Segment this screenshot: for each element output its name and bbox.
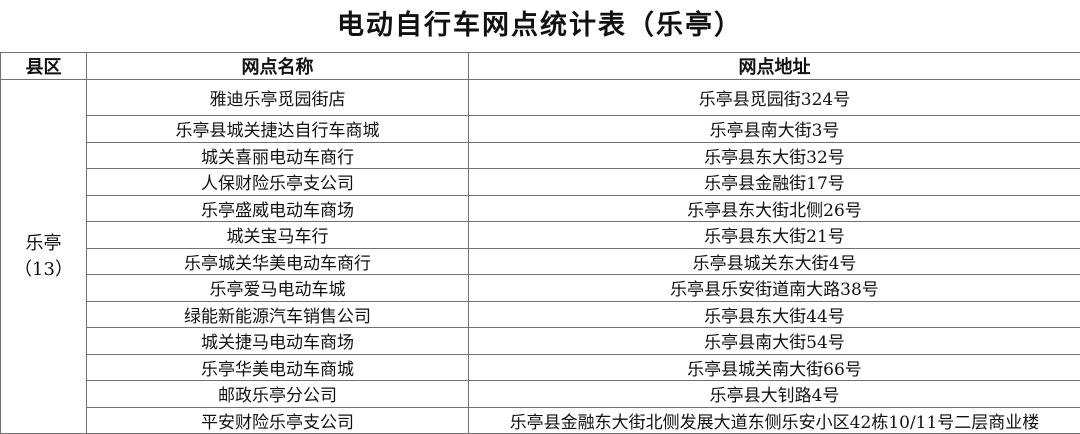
table-row: 乐亭城关华美电动车商行乐亭县城关东大街4号: [1, 248, 1080, 275]
header-row: 县区 网点名称 网点地址: [1, 53, 1080, 80]
outlet-address-cell: 乐亭县南大街54号: [469, 328, 1080, 355]
outlet-address-cell: 乐亭县乐安街道南大路38号: [469, 275, 1080, 302]
header-name: 网点名称: [87, 53, 469, 80]
county-count: （13）: [14, 259, 73, 280]
outlet-table: 县区 网点名称 网点地址 乐亭（13）雅迪乐亭觅园街店乐亭县觅园街324号乐亭县…: [0, 52, 1080, 434]
outlet-name-cell: 乐亭县城关捷达自行车商城: [87, 116, 469, 143]
table-row: 乐亭县城关捷达自行车商城乐亭县南大街3号: [1, 116, 1080, 143]
outlet-address-cell: 乐亭县城关南大街66号: [469, 354, 1080, 381]
outlet-name-cell: 城关捷马电动车商场: [87, 328, 469, 355]
table-row: 乐亭盛威电动车商场乐亭县东大街北侧26号: [1, 195, 1080, 222]
outlet-name-cell: 城关喜丽电动车商行: [87, 142, 469, 169]
outlet-address-cell: 乐亭县大钊路4号: [469, 381, 1080, 408]
table-row: 邮政乐亭分公司乐亭县大钊路4号: [1, 381, 1080, 408]
outlet-address-cell: 乐亭县东大街44号: [469, 301, 1080, 328]
table-row: 人保财险乐亭支公司乐亭县金融街17号: [1, 169, 1080, 196]
outlet-address-cell: 乐亭县南大街3号: [469, 116, 1080, 143]
outlet-name-cell: 雅迪乐亭觅园街店: [87, 80, 469, 116]
page-title: 电动自行车网点统计表（乐亭）: [0, 0, 1080, 52]
outlet-name-cell: 乐亭盛威电动车商场: [87, 195, 469, 222]
outlet-address-cell: 乐亭县城关东大街4号: [469, 248, 1080, 275]
county-name: 乐亭: [26, 233, 62, 254]
county-cell: 乐亭 （13）: [1, 80, 87, 434]
outlet-address-cell: 乐亭县东大街21号: [469, 222, 1080, 249]
outlet-name-cell: 乐亭城关华美电动车商行: [87, 248, 469, 275]
table-row: 城关宝马车行乐亭县东大街21号: [1, 222, 1080, 249]
outlet-name-cell: 人保财险乐亭支公司: [87, 169, 469, 196]
outlet-address-cell: 乐亭县东大街北侧26号: [469, 195, 1080, 222]
table-row: 城关喜丽电动车商行乐亭县东大街32号: [1, 142, 1080, 169]
outlet-address-cell: 乐亭县觅园街324号: [469, 80, 1080, 116]
header-county: 县区: [1, 53, 87, 80]
table-row: 乐亭（13）雅迪乐亭觅园街店乐亭县觅园街324号: [1, 80, 1080, 116]
outlet-address-cell: 乐亭县金融街17号: [469, 169, 1080, 196]
outlet-name-cell: 绿能新能源汽车销售公司: [87, 301, 469, 328]
outlet-address-cell: 乐亭县东大街32号: [469, 142, 1080, 169]
table-row: 乐亭华美电动车商城乐亭县城关南大街66号: [1, 354, 1080, 381]
table-row: 城关捷马电动车商场乐亭县南大街54号: [1, 328, 1080, 355]
outlet-name-cell: 乐亭爱马电动车城: [87, 275, 469, 302]
outlet-name-cell: 城关宝马车行: [87, 222, 469, 249]
header-address: 网点地址: [469, 53, 1080, 80]
table-row: 乐亭爱马电动车城乐亭县乐安街道南大路38号: [1, 275, 1080, 302]
outlet-name-cell: 邮政乐亭分公司: [87, 381, 469, 408]
table-row: 绿能新能源汽车销售公司乐亭县东大街44号: [1, 301, 1080, 328]
outlet-name-cell: 乐亭华美电动车商城: [87, 354, 469, 381]
